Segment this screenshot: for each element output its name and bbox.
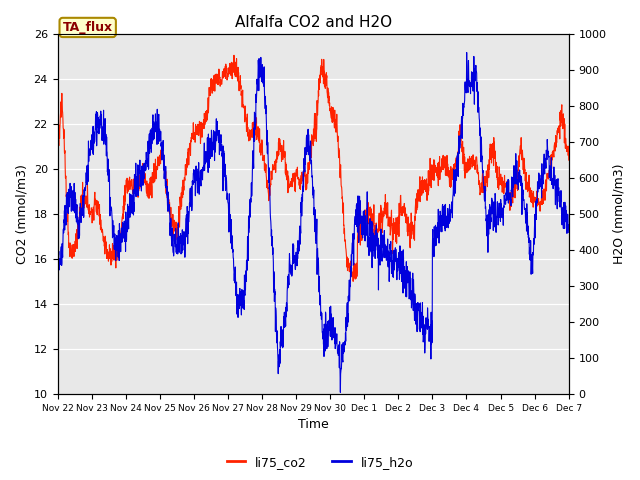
Legend: li75_co2, li75_h2o: li75_co2, li75_h2o — [221, 451, 419, 474]
Y-axis label: H2O (mmol/m3): H2O (mmol/m3) — [612, 164, 625, 264]
X-axis label: Time: Time — [298, 419, 328, 432]
Y-axis label: CO2 (mmol/m3): CO2 (mmol/m3) — [15, 164, 28, 264]
Title: Alfalfa CO2 and H2O: Alfalfa CO2 and H2O — [235, 15, 392, 30]
Text: TA_flux: TA_flux — [63, 21, 113, 34]
